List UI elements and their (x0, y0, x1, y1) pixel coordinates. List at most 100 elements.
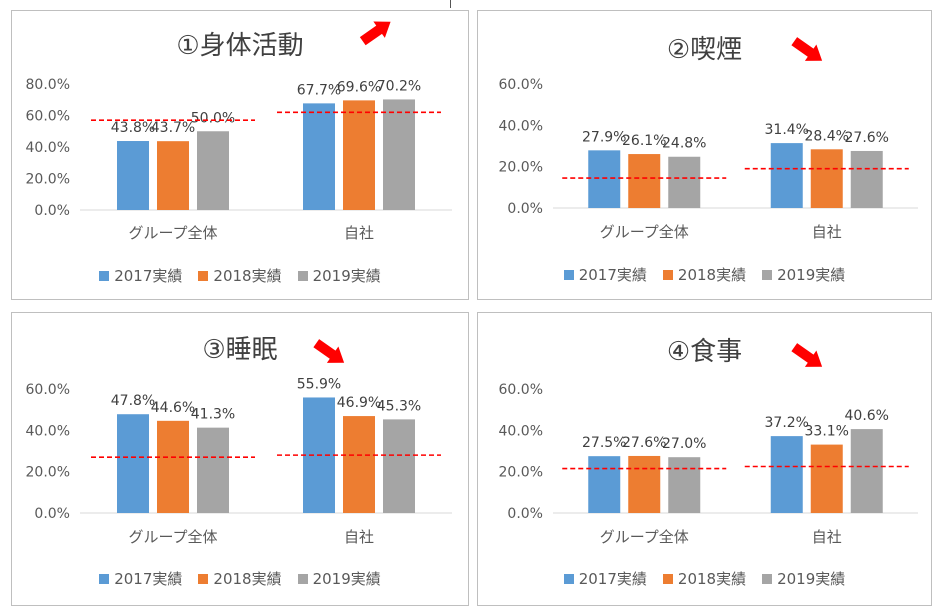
y-tick-label: 60.0% (499, 382, 543, 398)
data-label: 67.7% (297, 82, 341, 98)
bar (117, 141, 149, 210)
bar (383, 99, 415, 210)
bar-chart: 0.0% 20.0% 40.0% 60.0% 80.0% 43.8%43.7%50.0% グ… (26, 21, 452, 242)
data-label: 27.9% (582, 129, 626, 145)
y-tick-label: 40.0% (26, 423, 70, 439)
legend-item: 2018実績 (198, 568, 282, 589)
y-tick-label: 80.0% (26, 77, 70, 93)
legend-label: 2018実績 (213, 570, 282, 588)
bar (770, 436, 803, 513)
arrow-shape (791, 37, 823, 61)
chart-title: ③睡眠 (202, 335, 278, 365)
legend-item: 2017実績 (563, 264, 647, 285)
y-tick-label: 0.0% (507, 506, 543, 522)
y-tick-label: 60.0% (26, 382, 70, 398)
data-label: 33.1% (805, 424, 849, 440)
data-label: 24.8% (662, 136, 706, 152)
bar (810, 149, 843, 208)
y-tick-label: 0.0% (34, 203, 70, 219)
bar (850, 429, 883, 513)
bar (668, 156, 701, 208)
legend-item: 2019実績 (762, 264, 845, 285)
data-label: 70.2% (377, 78, 421, 94)
bar (810, 444, 843, 513)
data-label: 27.5% (582, 435, 626, 451)
legend-label: 2018実績 (677, 266, 747, 284)
data-label: 50.0% (191, 110, 235, 126)
y-tick-label: 60.0% (499, 77, 543, 93)
legend-swatch (662, 269, 673, 280)
bar (383, 419, 415, 513)
data-label: 31.4% (765, 122, 809, 138)
data-label: 44.6% (151, 400, 195, 416)
bar (628, 154, 661, 208)
y-tick-label: 0.0% (34, 506, 70, 522)
bar-chart: 0.0% 20.0% 40.0% 60.0% 47.8%44.6%41.3% グループ全体… (26, 339, 452, 546)
data-label: 69.6% (337, 79, 381, 95)
legend-label: 2019実績 (312, 267, 381, 285)
chart-title: ①身体活動 (176, 31, 304, 61)
legend-label: 2017実績 (114, 267, 183, 285)
data-label: 37.2% (765, 415, 809, 431)
chart-panel-sleep: ③睡眠 0.0% 20.0% 40.0% 60.0% 47.8% 44.6% 41.3% グル… (11, 312, 469, 606)
bar (157, 420, 189, 513)
trend-down-arrow-icon (791, 37, 823, 61)
bar (117, 414, 149, 513)
legend-label: 2017実績 (114, 570, 183, 588)
data-label: 27.6% (622, 435, 666, 451)
arrow-shape (313, 339, 345, 363)
bar (628, 455, 661, 513)
data-label: 43.8% (111, 120, 155, 136)
category-label: グループ全体 (128, 224, 217, 242)
chart-title: ④食事 (666, 337, 743, 367)
legend-swatch (99, 573, 110, 584)
trend-down-arrow-icon (791, 343, 823, 367)
data-label: 28.4% (805, 128, 849, 144)
bar-chart: 0.0% 20.0% 40.0% 60.0% 27.5%27.6%27.0% グループ全体… (499, 343, 918, 546)
bar (303, 103, 335, 210)
data-label: 43.7% (151, 120, 195, 136)
legend-label: 2017実績 (578, 266, 647, 284)
top-divider (450, 0, 451, 8)
y-tick-label: 20.0% (499, 160, 543, 176)
legend-label: 2017実績 (578, 570, 647, 588)
chart-panel-physical-activity: ①身体活動 0.0% 20.0% 40.0% 60.0% 80.0% 43.8% 43.7%… (11, 10, 469, 300)
bar (770, 143, 803, 208)
data-label: 40.6% (845, 408, 889, 424)
legend-swatch (662, 573, 673, 584)
legend-item: 2017実績 (99, 568, 182, 589)
legend-item: 2019実績 (297, 265, 381, 286)
data-label: 26.1% (622, 133, 666, 149)
y-tick-label: 40.0% (499, 423, 543, 439)
legend-swatch (99, 270, 110, 281)
data-label: 45.3% (377, 398, 421, 414)
chart-legend: 2017実績 2018実績 2019実績 (12, 265, 468, 286)
y-tick-label: 20.0% (499, 465, 543, 481)
y-tick-label: 0.0% (507, 201, 543, 217)
legend-label: 2018実績 (213, 267, 282, 285)
legend-item: 2019実績 (297, 568, 381, 589)
bar (343, 416, 375, 513)
bar (157, 141, 189, 210)
legend-swatch (563, 573, 574, 584)
y-tick-label: 40.0% (26, 140, 70, 156)
legend-item: 2019実績 (762, 568, 845, 589)
y-tick-label: 20.0% (26, 465, 70, 481)
chart-title: ②喫煙 (666, 35, 743, 65)
legend-label: 2019実績 (312, 570, 381, 588)
data-label: 55.9% (297, 376, 341, 392)
legend-swatch (563, 269, 574, 280)
chart-legend: 2017実績 2018実績 2019実績 (478, 264, 931, 285)
category-label: 自社 (812, 223, 842, 241)
chart-legend: 2017実績 2018実績 2019実績 (478, 568, 931, 589)
legend-label: 2019実績 (777, 266, 846, 284)
y-tick-label: 20.0% (26, 172, 70, 188)
category-label: グループ全体 (600, 528, 689, 546)
y-tick-label: 60.0% (26, 109, 70, 125)
legend-swatch (762, 573, 773, 584)
category-label: グループ全体 (600, 223, 689, 241)
chart-panel-diet: ④食事 0.0% 20.0% 40.0% 60.0% 27.5% 27.6% 27.0% グル… (477, 312, 932, 606)
category-label: グループ全体 (128, 528, 217, 546)
legend-item: 2017実績 (99, 265, 182, 286)
arrow-shape (791, 343, 823, 367)
